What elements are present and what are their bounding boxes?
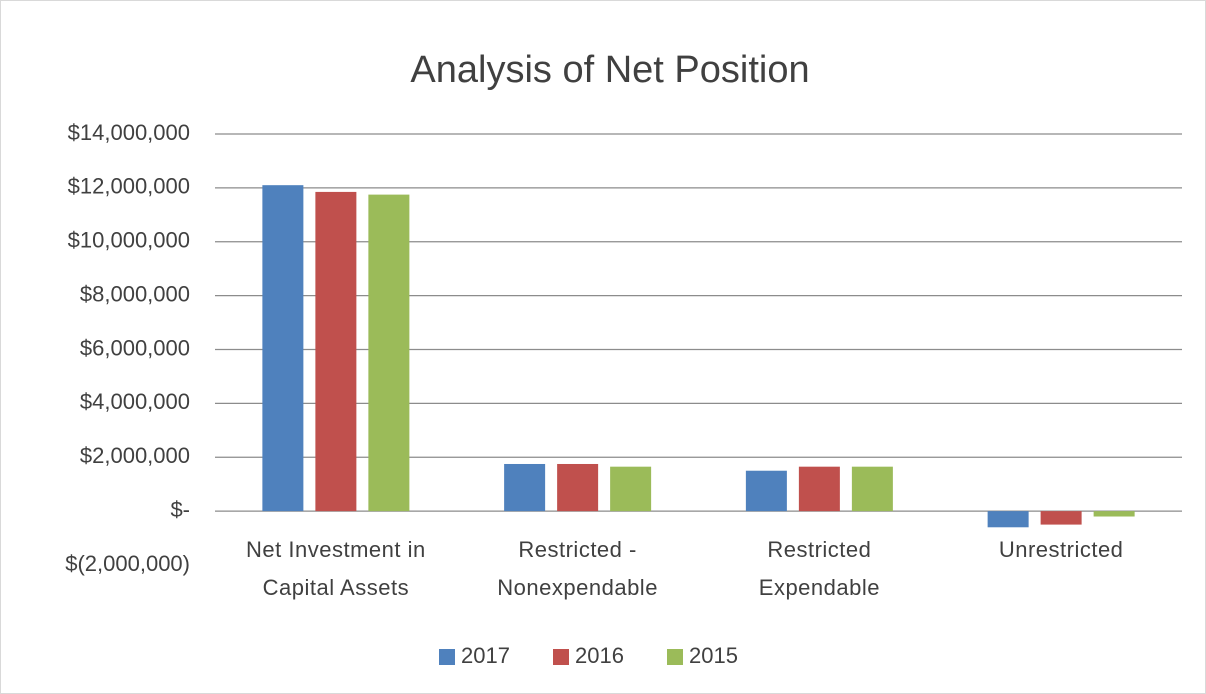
bar xyxy=(368,194,410,512)
y-tick-label: $- xyxy=(170,497,190,522)
legend-swatch xyxy=(439,649,455,665)
x-tick-label: Capital Assets xyxy=(263,575,409,600)
bar xyxy=(851,466,893,512)
y-tick-label: $(2,000,000) xyxy=(65,551,190,576)
bar xyxy=(315,191,357,512)
bar xyxy=(1093,511,1135,517)
x-tick-label: Net Investment in xyxy=(246,537,426,562)
bar xyxy=(987,511,1029,528)
legend-swatch xyxy=(553,649,569,665)
bar xyxy=(610,466,652,512)
legend-label: 2017 xyxy=(461,643,510,668)
bar xyxy=(745,470,787,512)
legend-label: 2015 xyxy=(689,643,738,668)
y-tick-label: $12,000,000 xyxy=(68,174,190,199)
y-tick-label: $4,000,000 xyxy=(80,389,190,414)
x-tick-label: Restricted - xyxy=(518,537,636,562)
x-tick-label: Nonexpendable xyxy=(497,575,658,600)
y-tick-label: $10,000,000 xyxy=(68,228,190,253)
y-tick-label: $6,000,000 xyxy=(80,335,190,360)
legend-swatch xyxy=(667,649,683,665)
x-tick-label: Expendable xyxy=(759,575,880,600)
legend-label: 2016 xyxy=(575,643,624,668)
bar xyxy=(504,463,546,512)
x-tick-label: Restricted xyxy=(767,537,871,562)
bar xyxy=(1040,511,1082,525)
chart-title: Analysis of Net Position xyxy=(410,49,809,91)
y-tick-label: $14,000,000 xyxy=(68,120,190,145)
y-tick-label: $8,000,000 xyxy=(80,281,190,306)
bar xyxy=(262,185,304,512)
x-tick-label: Unrestricted xyxy=(999,537,1124,562)
bar xyxy=(557,463,599,512)
y-tick-label: $2,000,000 xyxy=(80,443,190,468)
bar xyxy=(798,466,840,512)
